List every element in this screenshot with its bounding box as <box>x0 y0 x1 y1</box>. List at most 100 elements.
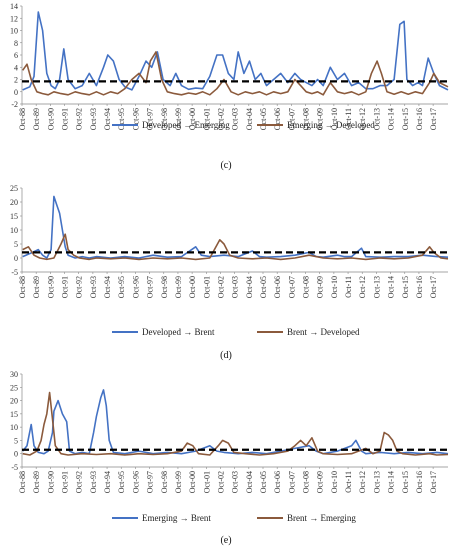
x-tick-label: Oct-99 <box>174 276 183 298</box>
x-tick-label: Oct-96 <box>131 276 140 298</box>
x-tick-label: Oct-04 <box>245 276 254 298</box>
x-tick-label: Oct-98 <box>160 276 169 298</box>
y-tick-label: -5 <box>11 268 18 277</box>
y-tick-label: 12 <box>10 14 18 23</box>
x-tick-label: Oct-11 <box>344 276 353 298</box>
legend-label-2: Brent → Developed <box>287 327 360 337</box>
y-tick-label: 2 <box>14 76 18 85</box>
x-tick-label: Oct-02 <box>216 108 225 130</box>
x-tick-label: Oct-13 <box>372 276 381 298</box>
series-line-1 <box>22 195 449 259</box>
panel-label: (e) <box>220 535 231 546</box>
panel-d: -5 0 5 10 15 20 25 Oct-88 Oct-89 Oct-90 Oct-91 Oct-… <box>0 180 453 365</box>
y-tick-label: 4 <box>14 63 18 72</box>
x-tick-label: Oct-94 <box>103 471 112 493</box>
x-tick-label: Oct-00 <box>188 108 197 130</box>
x-tick-label: Oct-00 <box>188 471 197 493</box>
x-tick-label: Oct-04 <box>245 108 254 130</box>
x-tick-label: Oct-15 <box>401 108 410 130</box>
x-tick-label: Oct-02 <box>216 471 225 493</box>
x-tick-label: Oct-11 <box>344 471 353 493</box>
x-tick-label: Oct-05 <box>259 276 268 298</box>
x-tick-label: Oct-91 <box>61 471 70 493</box>
x-tick-label: Oct-97 <box>146 471 155 493</box>
legend-label-2: Emerging → Developed <box>287 120 375 130</box>
y-tick-label: 0 <box>14 88 18 97</box>
series-line-2 <box>22 51 449 96</box>
legend-label-1: Developed → Emerging <box>142 120 230 130</box>
x-tick-label: Oct-14 <box>387 108 396 130</box>
y-tick-label: 20 <box>10 397 18 406</box>
chart-d: -5 0 5 10 15 20 25 Oct-88 Oct-89 Oct-90 Oct-91 Oct-… <box>10 184 449 361</box>
x-tick-label: Oct-96 <box>131 471 140 493</box>
x-tick-label: Oct-10 <box>330 471 339 493</box>
y-tick-label: -5 <box>11 463 18 472</box>
x-tick-label: Oct-97 <box>146 108 155 130</box>
x-tick-label: Oct-01 <box>202 471 211 493</box>
y-tick-label: 10 <box>10 226 18 235</box>
series-line-1 <box>22 11 449 91</box>
x-tick-label: Oct-93 <box>89 108 98 130</box>
x-tick-label: Oct-88 <box>18 108 27 130</box>
x-tick-label: Oct-16 <box>415 471 424 493</box>
x-tick-label: Oct-17 <box>429 471 438 493</box>
x-tick-label: Oct-88 <box>18 471 27 493</box>
x-tick-label: Oct-98 <box>160 108 169 130</box>
x-tick-label: Oct-01 <box>202 108 211 130</box>
legend-label-1: Developed → Brent <box>142 327 215 337</box>
x-tick-label: Oct-95 <box>117 276 126 298</box>
x-tick-label: Oct-08 <box>302 108 311 130</box>
x-tick-label: Oct-15 <box>401 276 410 298</box>
x-tick-label: Oct-12 <box>358 276 367 298</box>
x-tick-label: Oct-07 <box>287 471 296 493</box>
x-tick-label: Oct-90 <box>46 276 55 298</box>
x-tick-label: Oct-05 <box>259 108 268 130</box>
x-tick-label: Oct-03 <box>231 108 240 130</box>
panel-e: -5 0 5 10 15 20 25 30 Oct-88 Oct-89 Oct-90 Oct-91 Oc… <box>0 365 453 550</box>
x-tick-label: Oct-14 <box>387 471 396 493</box>
x-tick-label: Oct-08 <box>302 471 311 493</box>
x-tick-label: Oct-10 <box>330 276 339 298</box>
x-tick-label: Oct-97 <box>146 276 155 298</box>
y-tick-label: 14 <box>10 2 18 11</box>
y-tick-label: 25 <box>10 184 18 193</box>
legend-label-2: Brent → Emerging <box>287 513 356 523</box>
x-tick-label: Oct-17 <box>429 276 438 298</box>
y-tick-label: 6 <box>14 51 18 60</box>
x-tick-label: Oct-07 <box>287 276 296 298</box>
x-tick-label: Oct-16 <box>415 276 424 298</box>
x-tick-label: Oct-06 <box>273 108 282 130</box>
x-tick-label: Oct-93 <box>89 471 98 493</box>
x-tick-label: Oct-96 <box>131 108 140 130</box>
series-line-1 <box>22 389 449 455</box>
x-tick-label: Oct-91 <box>61 108 70 130</box>
x-tick-label: Oct-89 <box>32 276 41 298</box>
legend-label-1: Emerging → Brent <box>142 513 211 523</box>
x-tick-label: Oct-90 <box>46 108 55 130</box>
x-tick-label: Oct-16 <box>415 108 424 130</box>
x-tick-label: Oct-03 <box>231 276 240 298</box>
x-tick-label: Oct-17 <box>429 108 438 130</box>
x-tick-label: Oct-12 <box>358 471 367 493</box>
x-tick-label: Oct-02 <box>216 276 225 298</box>
x-tick-label: Oct-12 <box>358 108 367 130</box>
y-tick-label: 0 <box>14 254 18 263</box>
panel-label: (c) <box>220 160 231 171</box>
x-tick-label: Oct-09 <box>316 108 325 130</box>
x-tick-label: Oct-99 <box>174 108 183 130</box>
x-tick-label: Oct-03 <box>231 471 240 493</box>
x-tick-label: Oct-95 <box>117 471 126 493</box>
x-tick-label: Oct-06 <box>273 276 282 298</box>
x-tick-label: Oct-90 <box>46 471 55 493</box>
y-tick-label: 8 <box>14 39 18 48</box>
y-tick-label: 15 <box>10 212 18 221</box>
y-tick-label: 20 <box>10 198 18 207</box>
x-tick-label: Oct-11 <box>344 108 353 130</box>
y-tick-label: 5 <box>14 436 18 445</box>
x-tick-label: Oct-95 <box>117 108 126 130</box>
x-tick-label: Oct-08 <box>302 276 311 298</box>
x-tick-label: Oct-13 <box>372 108 381 130</box>
panel-label: (d) <box>220 350 232 361</box>
chart-e: -5 0 5 10 15 20 25 30 Oct-88 Oct-89 Oct-90 Oct-91 Oc… <box>10 370 449 546</box>
y-tick-label: 10 <box>10 27 18 36</box>
